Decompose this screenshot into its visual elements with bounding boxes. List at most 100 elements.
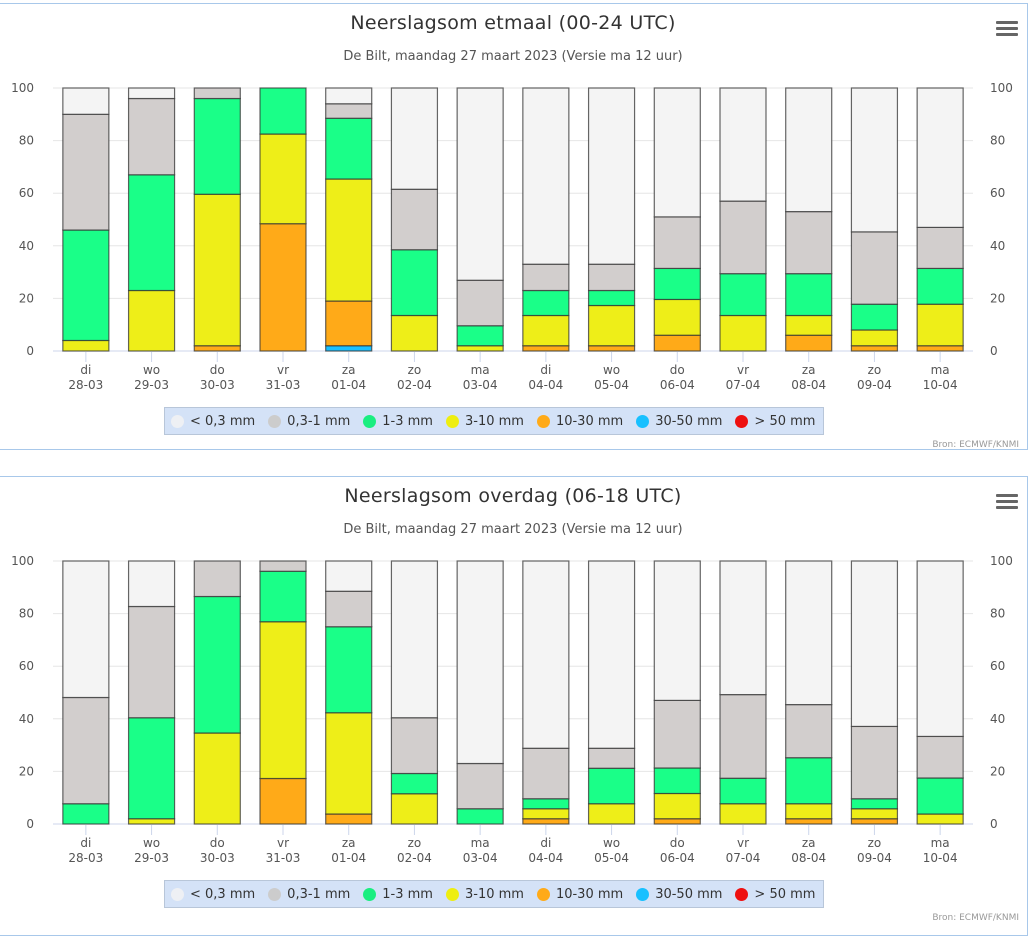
bar-segment-3-10-mm[interactable] [850,808,899,820]
bar-segment-10-30-mm[interactable] [259,223,307,352]
bar-segment-0-3-1-mm[interactable] [456,279,504,327]
bar-stack[interactable] [456,560,504,825]
bar-segment-0-3-1-mm[interactable] [259,560,307,572]
bar-segment-3-10-mm[interactable] [127,818,176,825]
bar-segment-10-30-mm[interactable] [785,334,833,352]
bar-segment-1-3-mm[interactable] [719,777,767,805]
bar-segment-10-30-mm[interactable] [325,300,373,347]
bar-segment-0-3-1-mm[interactable] [587,747,636,769]
bar-segment-1-3-mm[interactable] [785,273,833,317]
bar-segment-1-3-mm[interactable] [127,717,176,820]
bar-segment-3-10-mm[interactable] [193,732,241,825]
bar-segment--0-3-mm[interactable] [325,560,373,592]
bar-segment-1-3-mm[interactable] [587,767,636,805]
legend-item[interactable]: 1-3 mm [363,887,433,902]
bar-segment-0-3-1-mm[interactable] [916,735,964,779]
bar-segment-3-10-mm[interactable] [390,314,439,352]
bar-segment-1-3-mm[interactable] [259,87,307,135]
bar-segment-3-10-mm[interactable] [522,314,570,347]
bar-segment-1-3-mm[interactable] [719,273,767,317]
bar-segment-0-3-1-mm[interactable] [193,560,241,598]
bar-stack[interactable] [785,87,833,352]
bar-segment--0-3-mm[interactable] [653,560,701,701]
bar-segment-0-3-1-mm[interactable] [719,694,767,779]
bar-segment-0-3-1-mm[interactable] [850,725,899,800]
bar-segment-1-3-mm[interactable] [62,803,110,825]
bar-segment--0-3-mm[interactable] [62,87,110,115]
legend-item[interactable]: < 0,3 mm [171,414,255,429]
bar-segment-1-3-mm[interactable] [785,757,833,805]
bar-stack[interactable] [193,560,241,825]
bar-stack[interactable] [259,560,307,825]
credits-link[interactable]: Bron: ECMWF/KNMI [932,913,1019,923]
bar-segment-3-10-mm[interactable] [653,298,701,336]
bar-segment-10-30-mm[interactable] [325,813,373,825]
bar-segment-10-30-mm[interactable] [587,345,636,352]
bar-segment--0-3-mm[interactable] [916,560,964,738]
legend-item[interactable]: 10-30 mm [536,887,623,902]
bar-segment-1-3-mm[interactable] [653,267,701,301]
bar-segment-10-30-mm[interactable] [193,345,241,352]
bar-stack[interactable] [390,87,439,352]
bar-segment--0-3-mm[interactable] [587,87,636,265]
bar-stack[interactable] [62,87,110,352]
legend-item[interactable]: 0,3-1 mm [268,887,350,902]
bar-segment--0-3-mm[interactable] [390,87,439,190]
bar-segment-0-3-1-mm[interactable] [587,263,636,292]
bar-stack[interactable] [916,87,964,352]
bar-stack[interactable] [653,560,701,825]
bar-stack[interactable] [916,560,964,825]
bar-segment-3-10-mm[interactable] [62,339,110,352]
bar-segment--0-3-mm[interactable] [587,560,636,749]
bar-segment-3-10-mm[interactable] [785,803,833,820]
bar-stack[interactable] [522,87,570,352]
bar-segment-1-3-mm[interactable] [456,325,504,347]
bar-segment-0-3-1-mm[interactable] [916,226,964,270]
bar-segment-3-10-mm[interactable] [325,712,373,815]
bar-segment-0-3-1-mm[interactable] [719,200,767,275]
bar-segment-10-30-mm[interactable] [785,818,833,825]
bar-segment-10-30-mm[interactable] [850,345,899,352]
legend-item[interactable]: 3-10 mm [445,414,524,429]
bar-segment-10-30-mm[interactable] [850,818,899,825]
bar-stack[interactable] [522,560,570,825]
bar-stack[interactable] [850,560,899,825]
legend-item[interactable]: > 50 mm [735,414,815,429]
bar-segment-0-3-1-mm[interactable] [325,103,373,119]
bar-segment-0-3-1-mm[interactable] [522,747,570,800]
bar-segment-1-3-mm[interactable] [325,117,373,180]
bar-segment-3-10-mm[interactable] [456,345,504,352]
bar-segment-0-3-1-mm[interactable] [653,216,701,270]
bar-segment-10-30-mm[interactable] [259,777,307,825]
bar-segment-10-30-mm[interactable] [522,345,570,352]
bar-stack[interactable] [325,560,373,825]
bar-stack[interactable] [325,87,373,352]
bar-segment-1-3-mm[interactable] [390,249,439,317]
bar-segment-0-3-1-mm[interactable] [785,703,833,759]
bar-segment-1-3-mm[interactable] [62,229,110,342]
bar-segment-3-10-mm[interactable] [916,813,964,825]
bar-segment-0-3-1-mm[interactable] [62,113,110,231]
bar-segment-1-3-mm[interactable] [193,595,241,734]
bar-segment--0-3-mm[interactable] [785,560,833,706]
bar-segment-3-10-mm[interactable] [325,178,373,302]
legend-item[interactable]: 3-10 mm [445,887,524,902]
bar-segment-10-30-mm[interactable] [522,818,570,825]
bar-segment-1-3-mm[interactable] [916,777,964,815]
bar-stack[interactable] [587,87,636,352]
bar-stack[interactable] [193,87,241,352]
bar-segment--0-3-mm[interactable] [916,87,964,228]
legend-item[interactable]: 30-50 mm [636,887,722,902]
bar-segment-0-3-1-mm[interactable] [390,717,439,775]
legend-item[interactable]: 0,3-1 mm [268,414,350,429]
bar-segment-3-10-mm[interactable] [390,793,439,825]
bar-segment-1-3-mm[interactable] [127,174,176,292]
hamburger-menu-icon[interactable] [996,21,1018,39]
bar-segment-3-10-mm[interactable] [259,621,307,780]
bar-segment--0-3-mm[interactable] [390,560,439,719]
bar-segment-0-3-1-mm[interactable] [653,699,701,769]
bar-segment--0-3-mm[interactable] [522,87,570,265]
bar-segment-3-10-mm[interactable] [193,193,241,347]
bar-segment--0-3-mm[interactable] [456,560,504,765]
bar-stack[interactable] [127,87,176,352]
